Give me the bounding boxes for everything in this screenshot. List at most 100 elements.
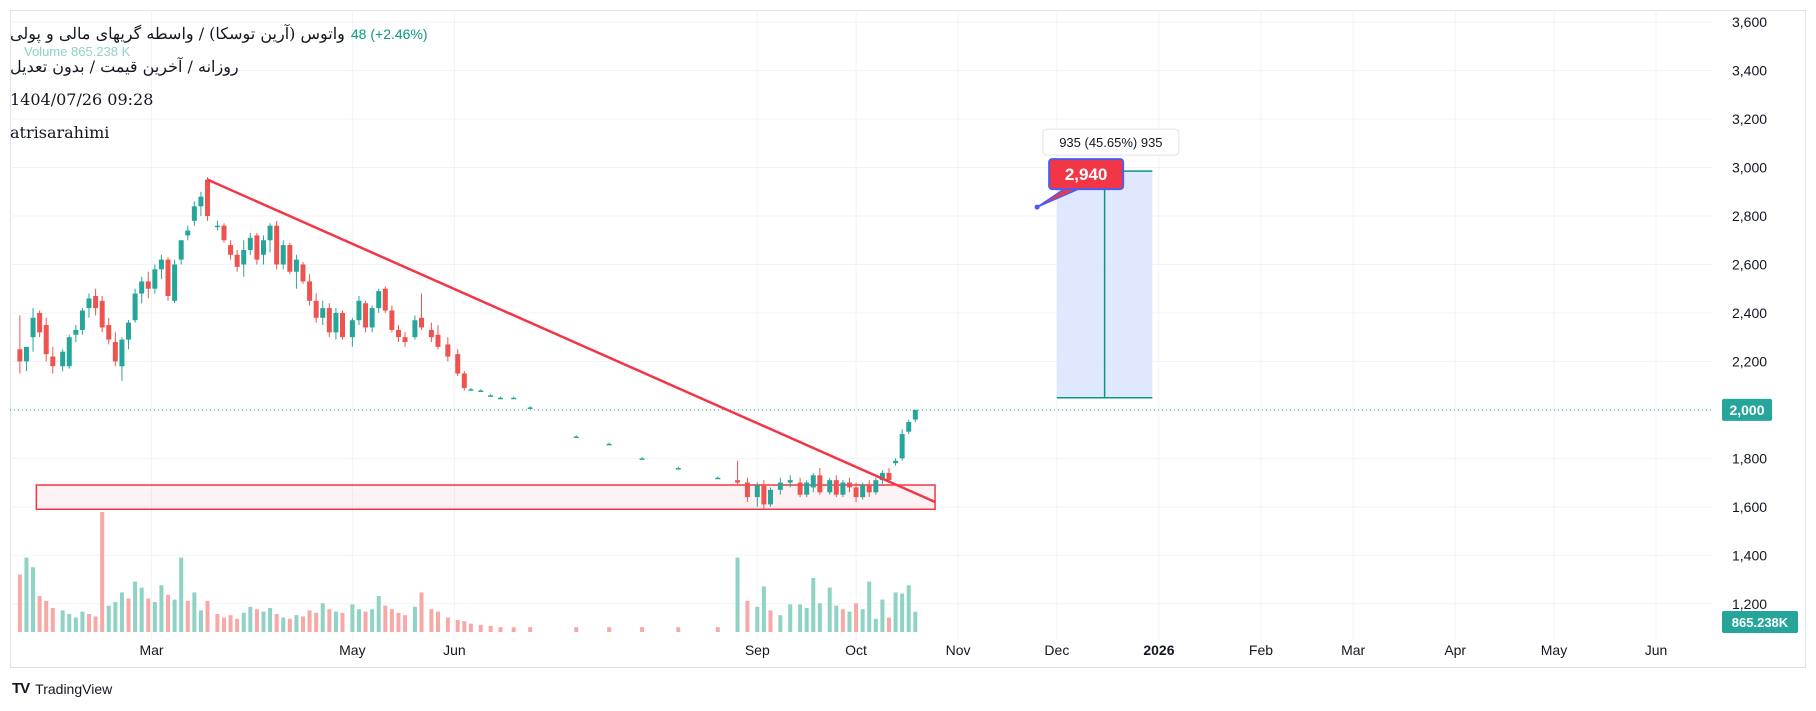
volume-bar	[126, 598, 131, 632]
candle-body	[866, 485, 872, 493]
volume-bar	[435, 611, 440, 632]
volume-bar	[274, 614, 279, 632]
volume-bar	[847, 611, 852, 632]
volume-bar	[419, 592, 424, 632]
volume-bar	[235, 618, 240, 632]
candle-body	[37, 312, 43, 333]
volume-bar	[172, 599, 177, 632]
volume-value: 865.238 K	[71, 44, 131, 59]
time-tick-label: Jun	[1645, 642, 1668, 658]
volume-bar	[356, 609, 361, 632]
volume-bar	[498, 627, 503, 632]
candle-body	[573, 436, 579, 439]
candle-body	[735, 480, 741, 483]
candle-body	[787, 480, 793, 483]
volume-bar	[817, 603, 822, 632]
candle-body	[879, 472, 885, 481]
volume-bars	[17, 512, 918, 632]
volume-legend[interactable]: Volume 865.238 K	[24, 44, 130, 59]
candle-body	[777, 482, 783, 490]
time-tick-label: Sep	[745, 642, 770, 658]
candle-body	[185, 230, 191, 236]
candle-body	[356, 300, 362, 321]
volume-bar	[886, 617, 891, 632]
tradingview-logo-icon: TV	[12, 680, 30, 697]
price-tick-label: 2,200	[1732, 353, 1767, 369]
volume-bar	[294, 615, 299, 632]
candle-body	[445, 344, 451, 357]
candle-body	[241, 249, 247, 265]
volume-bar	[205, 600, 210, 632]
candle-body	[369, 308, 375, 328]
candle-body	[715, 477, 721, 480]
drawings[interactable]: 935 (45.65%) 935 2,940	[207, 128, 1180, 504]
volume-bar	[146, 598, 151, 632]
candle-body	[274, 225, 280, 265]
symbol-title[interactable]: واتوس (آرین توسکا) / واسطه گریهای مالی و…	[10, 24, 345, 43]
volume-bar	[396, 612, 401, 632]
price-tick-label: 3,000	[1732, 160, 1767, 176]
time-tick-label: Jun	[443, 642, 466, 658]
price-axis[interactable]: 3,600 3,400 3,200 3,000 2,800 2,600 2,400 2,200…	[1722, 14, 1798, 633]
candle-body	[606, 443, 612, 446]
candle-body	[280, 245, 286, 265]
price-tick-label: 2,400	[1732, 305, 1767, 321]
candle-body	[498, 397, 504, 400]
candle-body	[158, 259, 164, 270]
volume-bar	[31, 567, 36, 632]
volume-bar	[478, 624, 483, 632]
volume-bar	[17, 574, 22, 632]
volume-bar	[350, 604, 355, 632]
candle-body	[797, 482, 803, 495]
candle-body	[287, 245, 293, 272]
time-tick-label: 2026	[1143, 642, 1174, 658]
chart-legend: واتوس (آرین توسکا) / واسطه گریهای مالی و…	[10, 24, 428, 156]
volume-bar	[735, 557, 740, 632]
candle-body	[744, 482, 750, 498]
candle-body	[860, 485, 866, 498]
candle-body	[99, 300, 105, 328]
support-zone[interactable]	[35, 484, 936, 510]
volume-bar	[314, 612, 319, 632]
candle-body	[899, 434, 905, 459]
price-tick-label: 2,800	[1732, 208, 1767, 224]
volume-bar	[87, 614, 92, 632]
volume-bar	[383, 605, 388, 632]
volume-bar	[24, 557, 29, 632]
candle-body	[395, 329, 401, 338]
footer[interactable]: TV TradingView	[12, 680, 112, 697]
volume-bar	[67, 614, 72, 632]
candle-body	[86, 298, 92, 309]
volume-bar	[179, 557, 184, 632]
candle-body	[313, 300, 319, 318]
last-volume-label: 865.238K	[1732, 615, 1789, 630]
candle-body	[112, 342, 118, 362]
volume-bar	[607, 627, 612, 632]
candle-body	[339, 312, 345, 338]
candle-body	[106, 325, 112, 340]
candle-body	[145, 281, 151, 289]
volume-bar	[100, 512, 105, 632]
candle-body	[833, 480, 839, 495]
candle-body	[333, 312, 339, 333]
volume-bar	[574, 627, 579, 632]
candle-body	[191, 206, 197, 221]
candle-body	[804, 482, 810, 495]
time-axis[interactable]: Mar May Jun Sep Oct Nov Dec 2026 Feb Mar Apr May Jun	[139, 642, 1667, 658]
volume-bar	[913, 611, 918, 632]
volume-bar	[198, 610, 203, 632]
last-price-badge	[1722, 398, 1772, 421]
candle-body	[893, 460, 899, 464]
volume-bar	[80, 611, 85, 632]
volume-bar	[152, 602, 157, 632]
volume-bar	[327, 609, 332, 632]
volume-bar	[376, 596, 381, 632]
volume-bar	[307, 610, 312, 632]
volume-bar	[185, 600, 190, 632]
volume-bar	[429, 609, 434, 632]
candle-body	[639, 458, 645, 460]
volume-bar	[228, 615, 233, 632]
grid-lines	[10, 10, 1806, 668]
price-tick-label: 1,800	[1732, 450, 1767, 466]
